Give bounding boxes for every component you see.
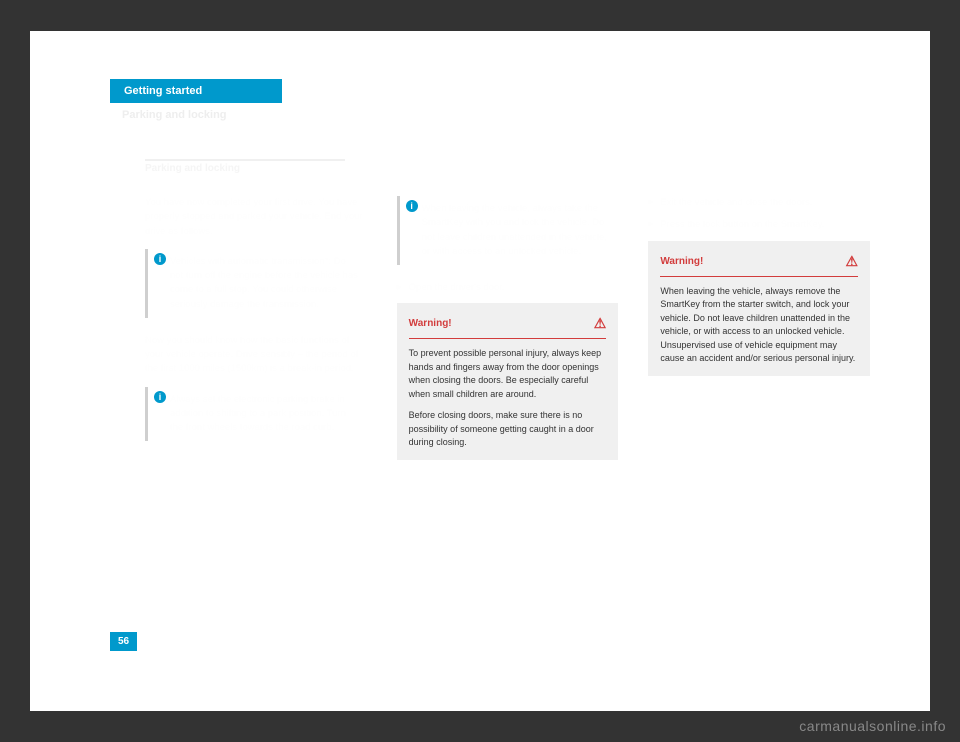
warning-header: Warning! ⚠ [409, 313, 607, 339]
step-bullet: Exit the vehicle and close the doors. [648, 196, 870, 210]
column-2: i When leaving the vehicle, always take … [397, 196, 619, 474]
warning-box: Warning! ⚠ When leaving the vehicle, alw… [648, 241, 870, 376]
warning-box: Warning! ⚠ To prevent possible personal … [397, 303, 619, 460]
info-text: Vehicles with automatic transmission*: D… [170, 255, 361, 312]
info-block: i Vehicles with automatic transmission*:… [145, 249, 367, 318]
warning-triangle-icon: ⚠ [594, 313, 607, 334]
info-icon: i [154, 253, 166, 265]
warning-paragraph: Before closing doors, make sure there is… [409, 409, 607, 450]
warning-text: To prevent possible personal injury, alw… [409, 347, 607, 450]
column-1: You have now completed your first drive.… [145, 196, 367, 474]
info-block: i Always set the electronic parking brak… [145, 387, 367, 442]
column-3: Exit the vehicle and close the doors. Pr… [648, 196, 870, 474]
info-block: i When leaving the vehicle, always take … [397, 196, 619, 265]
paragraph: Now you should know how the basic functi… [145, 334, 367, 377]
warning-triangle-icon: ⚠ [845, 251, 858, 272]
manual-page: Getting started Parking and locking Park… [30, 31, 930, 711]
header-subheading: Parking and locking [122, 109, 227, 121]
intro-paragraph: You have now completed your first drive.… [145, 196, 367, 239]
watermark: carmanualsonline.info [799, 718, 946, 734]
step-bullet: Open the driver's door. [397, 281, 619, 295]
section-underline [145, 159, 345, 161]
content-columns: You have now completed your first drive.… [145, 196, 870, 474]
warning-text: When leaving the vehicle, always remove … [660, 285, 858, 366]
info-text: Always set the electronic parking brake … [170, 393, 361, 436]
info-icon: i [406, 200, 418, 212]
info-text: When leaving the vehicle, always take th… [422, 202, 613, 259]
warning-paragraph: When leaving the vehicle, always remove … [660, 285, 858, 366]
section-title: Parking and locking [145, 163, 240, 174]
warning-title: Warning! [660, 254, 703, 269]
step-bullet: Press the lock button on the SmartKey. [648, 218, 870, 232]
header-tab: Getting started [110, 79, 282, 103]
warning-paragraph: To prevent possible personal injury, alw… [409, 347, 607, 401]
warning-header: Warning! ⚠ [660, 251, 858, 277]
info-icon: i [154, 391, 166, 403]
warning-title: Warning! [409, 316, 452, 331]
page-number: 56 [110, 632, 137, 651]
